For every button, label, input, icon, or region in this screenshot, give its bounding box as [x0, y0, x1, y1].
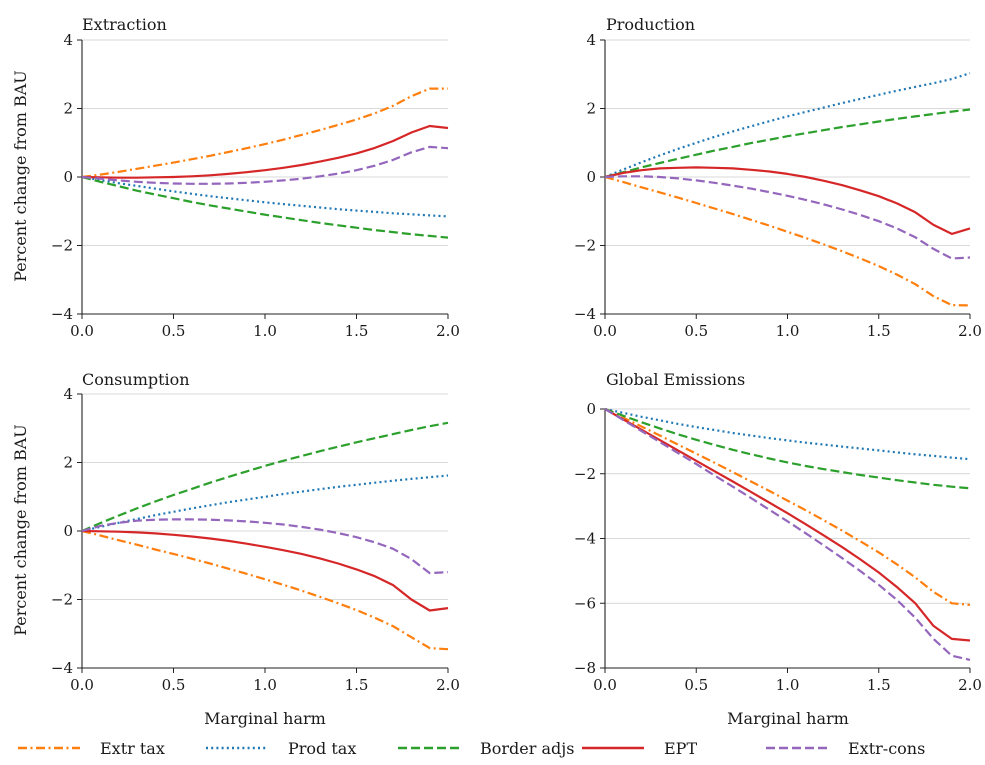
series-line-border-adjs [604, 108, 971, 179]
y-tick-label: 0 [63, 522, 73, 540]
series-line-extr-tax [81, 87, 448, 179]
series-line-prod-tax [81, 175, 449, 218]
x-tick-label: 2.0 [958, 322, 982, 340]
y-tick-label: 2 [586, 100, 596, 118]
y-tick-label: −6 [574, 594, 596, 612]
panel-consumption: Consumption Percent change from BAU Marg… [11, 370, 460, 728]
x-tick-label: 1.0 [253, 676, 277, 694]
series-line-extr-cons [81, 518, 449, 575]
x-tick-label: 1.5 [345, 676, 369, 694]
series-line-prod-tax [604, 407, 971, 461]
x-tick-label: 1.5 [867, 676, 891, 694]
x-tick-label: 0.0 [593, 676, 617, 694]
y-tick-label: 2 [63, 454, 73, 472]
legend-label: Prod tax [288, 739, 356, 758]
series-line-extr-cons [604, 408, 971, 661]
panel-extraction: Extraction Percent change from BAU −4 −2 0… [11, 15, 460, 340]
x-tick-label: 1.0 [253, 322, 277, 340]
series-line-ept [81, 124, 449, 179]
x-tick-label: 2.0 [958, 676, 982, 694]
y-tick-label: −2 [51, 237, 73, 255]
series-line-extr-tax [81, 529, 449, 651]
x-tick-label: 0.5 [162, 322, 186, 340]
series-line-ept [604, 408, 971, 642]
x-tick-label: 1.0 [776, 676, 800, 694]
y-tick-label: −2 [574, 237, 596, 255]
series-line-border-adjs [81, 421, 449, 533]
y-tick-label: −4 [51, 659, 73, 677]
y-tick-label: −4 [51, 305, 73, 323]
x-tick-label: 2.0 [436, 676, 460, 694]
legend: Extr tax Prod tax Border adjs EPT Extr-cons [18, 739, 925, 758]
y-tick-label: 0 [586, 400, 596, 418]
x-axis-label: Marginal harm [727, 709, 849, 728]
series-line-border-adjs [81, 175, 449, 239]
panel-production: Production −4 −2 0 2 4 0.0 0.5 1.0 1.5 2.0 [574, 15, 982, 340]
y-tick-label: 4 [586, 31, 596, 49]
y-axis-label: Percent change from BAU [11, 424, 30, 636]
x-tick-label: 0.0 [70, 676, 94, 694]
y-tick-label: 4 [63, 385, 73, 403]
series-line-ept [604, 166, 971, 235]
y-tick-label: 0 [63, 168, 73, 186]
legend-label: Extr-cons [848, 739, 925, 758]
series-line-extr-tax [604, 408, 971, 606]
series-line-extr-cons [604, 175, 971, 260]
legend-label: Extr tax [100, 739, 165, 758]
panel-title: Global Emissions [606, 370, 745, 389]
panel-title: Production [606, 15, 695, 34]
panel-title: Extraction [82, 15, 167, 34]
x-tick-label: 0.5 [684, 676, 708, 694]
x-tick-label: 2.0 [436, 322, 460, 340]
x-tick-label: 1.5 [345, 322, 369, 340]
y-tick-label: −8 [574, 659, 596, 677]
panel-global-emissions: Global Emissions Marginal harm −8 −6 −4 −2 0… [574, 370, 982, 728]
y-tick-label: 4 [63, 31, 73, 49]
series-line-prod-tax [81, 474, 449, 533]
x-tick-label: 0.0 [593, 322, 617, 340]
x-tick-label: 1.0 [776, 322, 800, 340]
y-tick-label: −4 [574, 530, 596, 548]
y-tick-label: −2 [574, 465, 596, 483]
series-line-border-adjs [604, 407, 971, 490]
y-tick-label: 0 [586, 168, 596, 186]
panel-title: Consumption [82, 370, 190, 389]
series-line-extr-cons [81, 145, 449, 185]
y-tick-label: 2 [63, 100, 73, 118]
y-tick-label: −2 [51, 591, 73, 609]
y-tick-label: −4 [574, 305, 596, 323]
x-tick-label: 1.5 [867, 322, 891, 340]
x-tick-label: 0.5 [162, 676, 186, 694]
x-tick-label: 0.5 [684, 322, 708, 340]
series-line-prod-tax [604, 72, 971, 179]
series-line-ept [81, 529, 449, 612]
y-axis-label: Percent change from BAU [11, 70, 30, 282]
x-axis-label: Marginal harm [204, 709, 326, 728]
legend-label: Border adjs [480, 739, 574, 758]
x-tick-label: 0.0 [70, 322, 94, 340]
legend-label: EPT [664, 739, 697, 758]
